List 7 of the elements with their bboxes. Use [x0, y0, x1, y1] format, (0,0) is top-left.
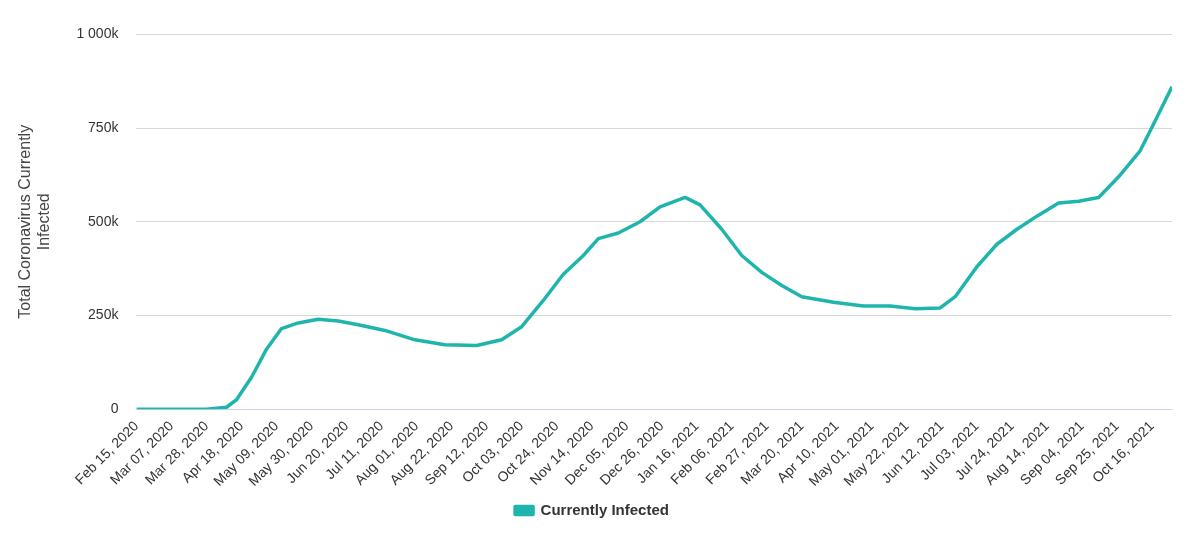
y-tick-label: 750k — [88, 118, 120, 135]
y-tick-label: 500k — [88, 212, 120, 229]
y-tick-label: 0 — [110, 399, 119, 416]
y-tick-label: 250k — [88, 306, 120, 323]
y-axis-title: Total Coronavirus Currently Infected — [16, 124, 53, 319]
legend-label: Currently Infected — [540, 500, 669, 518]
y-tick-label: 1 000k — [76, 25, 120, 42]
